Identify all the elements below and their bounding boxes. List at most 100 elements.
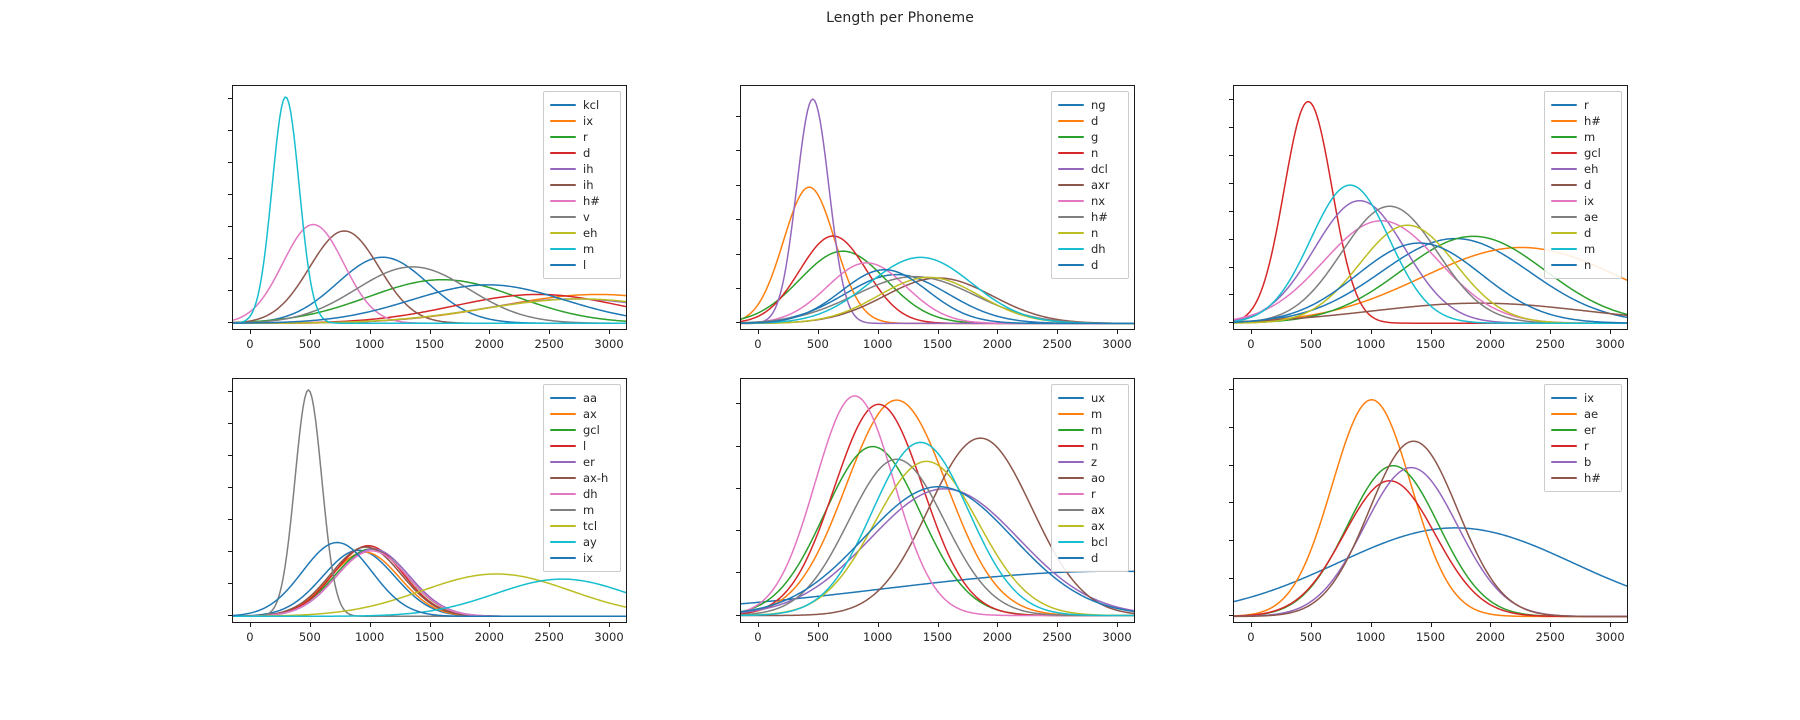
y-tick-mark [228, 194, 232, 196]
y-tick-mark [228, 290, 232, 292]
legend-item[interactable]: l [550, 438, 614, 454]
legend-item[interactable]: bcl [1058, 534, 1122, 550]
y-tick-mark [1229, 99, 1233, 101]
legend-item[interactable]: dh [550, 486, 614, 502]
legend-item[interactable]: ux [1058, 390, 1122, 406]
x-tick-label: 2000 [982, 630, 1012, 644]
legend-item[interactable]: ix [550, 550, 614, 566]
legend-item[interactable]: d [550, 145, 614, 161]
y-tick-mark [736, 614, 740, 616]
legend-label: ih [583, 162, 594, 176]
legend-item[interactable]: r [1058, 486, 1122, 502]
density-curve [1234, 480, 1627, 618]
y-tick-mark [228, 487, 232, 489]
legend-item[interactable]: ae [1551, 406, 1615, 422]
legend-item[interactable]: ix [550, 113, 614, 129]
legend-item[interactable]: ix [1551, 193, 1615, 209]
legend-item[interactable]: nx [1058, 193, 1122, 209]
legend-color-swatch [1551, 397, 1577, 399]
legend-item[interactable]: d [1551, 225, 1615, 241]
legend-item[interactable]: n [1551, 257, 1615, 273]
legend-item[interactable]: ax-h [550, 470, 614, 486]
legend-label: eh [583, 226, 598, 240]
legend-item[interactable]: eh [1551, 161, 1615, 177]
legend-item[interactable]: m [1551, 241, 1615, 257]
legend-item[interactable]: aa [550, 390, 614, 406]
legend-item[interactable]: ih [550, 177, 614, 193]
legend-item[interactable]: er [550, 454, 614, 470]
legend-item[interactable]: ix [1551, 390, 1615, 406]
legend-label: m [1584, 130, 1596, 144]
x-tick-mark [489, 623, 491, 627]
y-tick-mark [736, 572, 740, 574]
legend-item[interactable]: m [1551, 129, 1615, 145]
legend-item[interactable]: d [1551, 177, 1615, 193]
legend-item[interactable]: gcl [1551, 145, 1615, 161]
legend-item[interactable]: d [1058, 550, 1122, 566]
legend-color-swatch [550, 413, 576, 415]
x-tick-mark [309, 330, 311, 334]
x-tick-label: 2000 [1475, 337, 1505, 351]
legend-item[interactable]: ay [550, 534, 614, 550]
legend-item[interactable]: h# [1551, 470, 1615, 486]
legend-color-swatch [1058, 509, 1084, 511]
legend-item[interactable]: m [1058, 406, 1122, 422]
legend-item[interactable]: gcl [550, 422, 614, 438]
legend-item[interactable]: ax [550, 406, 614, 422]
legend-item[interactable]: kcl [550, 97, 614, 113]
legend-item[interactable]: ae [1551, 209, 1615, 225]
legend-item[interactable]: r [550, 129, 614, 145]
legend-color-swatch [1551, 152, 1577, 154]
legend-item[interactable]: r [1551, 97, 1615, 113]
legend-item[interactable]: v [550, 209, 614, 225]
legend-item[interactable]: h# [1058, 209, 1122, 225]
legend-item[interactable]: h# [550, 193, 614, 209]
legend-color-swatch [1058, 248, 1084, 250]
x-tick-mark [549, 330, 551, 334]
legend-color-swatch [1551, 445, 1577, 447]
legend-item[interactable]: g [1058, 129, 1122, 145]
legend-item[interactable]: ng [1058, 97, 1122, 113]
density-curve [233, 573, 626, 617]
legend-label: h# [1584, 471, 1601, 485]
x-tick-label: 500 [1299, 337, 1322, 351]
legend-item[interactable]: r [1551, 438, 1615, 454]
legend-color-swatch [1551, 461, 1577, 463]
legend-color-swatch [550, 120, 576, 122]
legend-item[interactable]: b [1551, 454, 1615, 470]
legend-item[interactable]: l [550, 257, 614, 273]
x-tick-label: 500 [298, 630, 321, 644]
x-tick-mark [757, 330, 759, 334]
legend-item[interactable]: ao [1058, 470, 1122, 486]
legend-item[interactable]: d [1058, 257, 1122, 273]
legend-item[interactable]: ax [1058, 518, 1122, 534]
legend-label: m [1584, 242, 1596, 256]
density-curve [233, 578, 626, 618]
legend-item[interactable]: dcl [1058, 161, 1122, 177]
legend-item[interactable]: eh [550, 225, 614, 241]
legend-item[interactable]: tcl [550, 518, 614, 534]
legend-item[interactable]: axr [1058, 177, 1122, 193]
legend-color-swatch [550, 200, 576, 202]
legend-item[interactable]: z [1058, 454, 1122, 470]
legend-item[interactable]: ax [1058, 502, 1122, 518]
legend-label: gcl [1584, 146, 1601, 160]
legend-item[interactable]: h# [1551, 113, 1615, 129]
legend-item[interactable]: er [1551, 422, 1615, 438]
legend-item[interactable]: ih [550, 161, 614, 177]
legend-color-swatch [1058, 232, 1084, 234]
curve-layer [233, 389, 626, 618]
legend-item[interactable]: m [550, 502, 614, 518]
legend-item[interactable]: n [1058, 225, 1122, 241]
legend-item[interactable]: dh [1058, 241, 1122, 257]
x-tick-mark [1610, 330, 1612, 334]
legend-item[interactable]: n [1058, 438, 1122, 454]
legend-item[interactable]: n [1058, 145, 1122, 161]
legend-label: g [1091, 130, 1099, 144]
x-tick-label: 2500 [1042, 630, 1072, 644]
legend-item[interactable]: m [550, 241, 614, 257]
legend-item[interactable]: m [1058, 422, 1122, 438]
x-tick-mark [1250, 330, 1252, 334]
legend-item[interactable]: d [1058, 113, 1122, 129]
legend-label: r [1584, 98, 1589, 112]
